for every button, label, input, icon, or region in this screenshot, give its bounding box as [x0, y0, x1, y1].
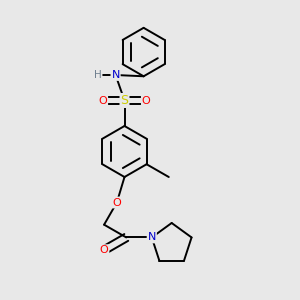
Text: S: S: [121, 94, 128, 107]
Text: H: H: [94, 70, 102, 80]
Text: N: N: [148, 232, 156, 242]
Text: N: N: [111, 70, 120, 80]
Text: O: O: [142, 95, 151, 106]
Text: O: O: [112, 197, 121, 208]
Text: O: O: [100, 245, 109, 255]
Text: O: O: [98, 95, 107, 106]
